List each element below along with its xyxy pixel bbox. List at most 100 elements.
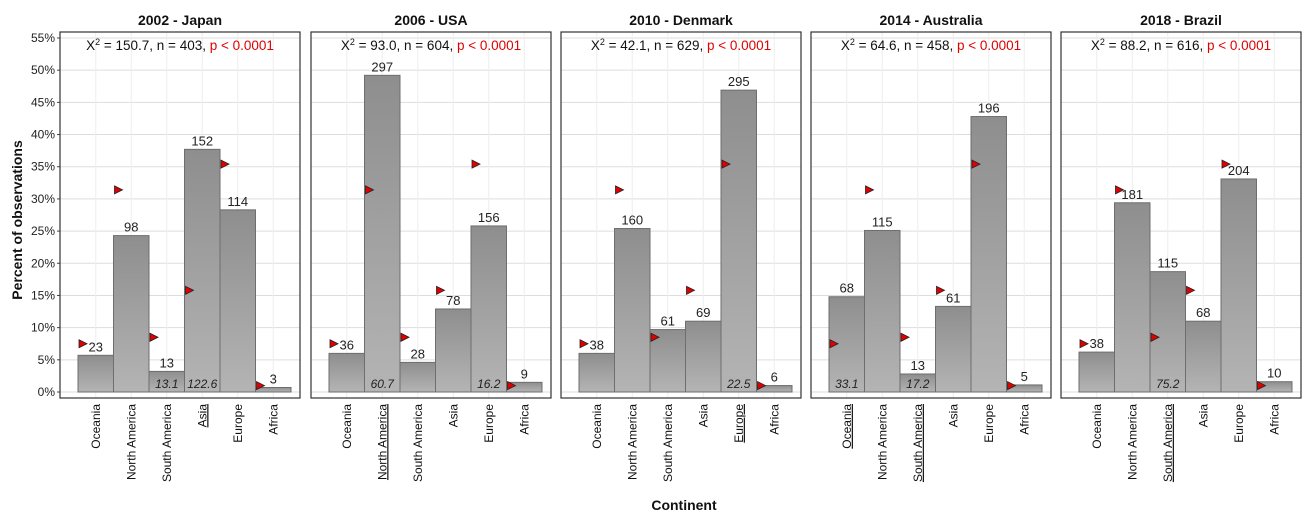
bar: [255, 386, 292, 393]
bar: [1149, 271, 1186, 393]
stat-superscript: 2: [350, 37, 355, 47]
panel-frame: [310, 31, 552, 399]
chart-panel: 68 33.1 115 13 17.2 61 196 5 2014 - Australia X2 …: [810, 12, 1052, 482]
bar: [756, 385, 793, 393]
y-tick-label: 40%: [31, 128, 55, 142]
bar-count-label: 181: [1121, 187, 1143, 202]
expected-marker: [579, 339, 589, 349]
stat-superscript: 2: [850, 37, 855, 47]
stat-symbol: X: [341, 38, 350, 53]
bar-count-label: 115: [1157, 256, 1178, 271]
bar: [399, 361, 436, 393]
bar-count-label: 61: [661, 314, 675, 329]
expected-marker: [1079, 339, 1089, 349]
bar: [1114, 202, 1151, 393]
x-tick-label: Europe: [482, 404, 496, 443]
x-tick-label: Asia: [1196, 404, 1210, 428]
x-tick-label: Africa: [517, 404, 531, 435]
bar: [1185, 320, 1222, 393]
x-tick-label: South America: [911, 404, 925, 482]
bar-count-label: 196: [978, 101, 1000, 116]
stat-symbol: X: [86, 38, 95, 53]
chart-panel: 23 98 13 13.1 152 122.6 114 3 2002 - Japan X2 = 1…: [59, 12, 301, 482]
panel-title: 2002 - Japan: [138, 12, 222, 28]
stat-symbol: X: [841, 38, 850, 53]
x-tick-label: Europe: [982, 404, 996, 443]
bar: [970, 116, 1007, 393]
bar: [219, 209, 256, 393]
bar: [364, 74, 401, 393]
bar: [1220, 178, 1257, 393]
bar-count-label: 68: [840, 281, 854, 296]
bar: [720, 89, 757, 393]
x-tick-label: Africa: [1017, 404, 1031, 435]
panel-frame: [810, 31, 1052, 399]
x-tick-label: North America: [625, 404, 639, 480]
y-tick-label: 35%: [31, 160, 55, 174]
bar: [614, 228, 651, 393]
bar-count-label: 297: [371, 59, 393, 74]
panel-frame: [59, 31, 301, 399]
x-tick-label: South America: [661, 404, 675, 482]
stat-values: = 93.0, n = 604,: [355, 38, 457, 53]
stat-values: = 42.1, n = 629,: [605, 38, 707, 53]
bar: [470, 225, 507, 393]
expected-marker: [900, 332, 910, 342]
stat-values: = 150.7, n = 403,: [100, 38, 210, 53]
x-tick-label: Africa: [1267, 404, 1281, 435]
expected-marker: [829, 339, 839, 349]
bar: [328, 352, 365, 393]
chi-contribution-label: 60.7: [371, 377, 396, 391]
expected-marker: [1115, 185, 1125, 195]
bar-count-label: 69: [696, 305, 710, 320]
x-tick-label: Europe: [231, 404, 245, 443]
chart-panel: 38 160 61 69 295 22.5 6 2010 - Denmark X2 = 42.1…: [560, 12, 802, 482]
bar-count-label: 13: [160, 355, 174, 370]
bar-count-label: 204: [1228, 163, 1250, 178]
expected-marker: [329, 339, 339, 349]
x-tick-label: South America: [411, 404, 425, 482]
y-tick-label: 15%: [31, 288, 55, 302]
bar-count-label: 23: [89, 339, 103, 354]
panel-title: 2010 - Denmark: [629, 12, 733, 28]
bar: [184, 148, 221, 393]
panel-frame: [560, 31, 802, 399]
chi-contribution-label: 13.1: [155, 377, 178, 391]
y-tick-label: 0%: [38, 385, 56, 399]
bar: [935, 305, 972, 393]
expected-marker: [1257, 380, 1267, 391]
y-axis: 0% 5% 10% 15% 20% 25% 30% 35% 40% 45% 50% 55%: [31, 31, 60, 399]
chi-square-stat: X2 = 64.6, n = 458, p < 0.0001: [841, 37, 1021, 53]
p-value: p < 0.0001: [1207, 38, 1271, 53]
expected-marker: [865, 185, 875, 195]
expected-marker: [650, 332, 660, 342]
bar-count-label: 38: [590, 337, 604, 352]
expected-marker: [114, 185, 124, 195]
bar: [578, 352, 615, 393]
bar: [1256, 381, 1293, 393]
bar-count-label: 13: [911, 358, 925, 373]
chi-contribution-label: 17.2: [906, 377, 930, 391]
panel-frame: [1060, 31, 1302, 399]
p-value: p < 0.0001: [457, 38, 521, 53]
expected-marker: [615, 185, 625, 195]
expected-marker: [1150, 332, 1160, 342]
x-tick-label: Africa: [266, 404, 280, 435]
bar-count-label: 5: [1021, 369, 1028, 384]
expected-marker: [220, 159, 230, 169]
bar-count-label: 160: [621, 213, 643, 228]
chi-contribution-label: 122.6: [187, 377, 217, 391]
bar-count-label: 68: [1196, 305, 1210, 320]
bar-count-label: 295: [728, 74, 750, 89]
y-tick-label: 45%: [31, 95, 55, 109]
x-tick-label: Asia: [446, 404, 460, 428]
bar: [649, 329, 686, 393]
chart-panel: 38 181 115 75.2 68 204 10 2018 - Brazil X2 = 88.…: [1060, 12, 1302, 482]
chi-square-stat: X2 = 88.2, n = 616, p < 0.0001: [1091, 37, 1271, 53]
expected-marker: [1186, 285, 1196, 295]
y-axis-title: Percent of observations: [9, 140, 25, 300]
bar: [1006, 384, 1043, 393]
bar-count-label: 98: [124, 220, 138, 235]
bar-count-label: 156: [478, 210, 500, 225]
